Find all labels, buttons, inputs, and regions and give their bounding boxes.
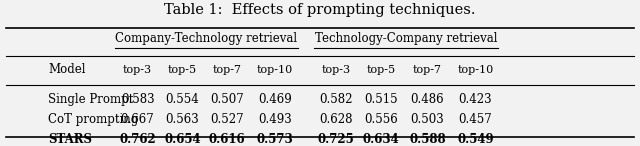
Text: CoT prompting: CoT prompting — [48, 113, 138, 126]
Text: 0.503: 0.503 — [411, 113, 444, 126]
Text: 0.527: 0.527 — [211, 113, 244, 126]
Text: 0.457: 0.457 — [459, 113, 492, 126]
Text: 0.556: 0.556 — [364, 113, 397, 126]
Text: 0.762: 0.762 — [119, 133, 156, 146]
Text: top-10: top-10 — [458, 65, 493, 75]
Text: 0.582: 0.582 — [319, 93, 353, 106]
Text: 0.563: 0.563 — [166, 113, 199, 126]
Text: 0.634: 0.634 — [362, 133, 399, 146]
Text: 0.654: 0.654 — [164, 133, 201, 146]
Text: 0.423: 0.423 — [459, 93, 492, 106]
Text: 0.469: 0.469 — [259, 93, 292, 106]
Text: 0.493: 0.493 — [259, 113, 292, 126]
Text: 0.573: 0.573 — [257, 133, 294, 146]
Text: 0.549: 0.549 — [457, 133, 494, 146]
Text: Company-Technology retrieval: Company-Technology retrieval — [115, 32, 298, 45]
Text: 0.628: 0.628 — [319, 113, 353, 126]
Text: 0.588: 0.588 — [409, 133, 446, 146]
Text: Single Prompt: Single Prompt — [48, 93, 133, 106]
Text: top-7: top-7 — [212, 65, 242, 75]
Text: STARS: STARS — [48, 133, 92, 146]
Text: top-3: top-3 — [321, 65, 351, 75]
Text: 0.515: 0.515 — [364, 93, 397, 106]
Text: 0.583: 0.583 — [121, 93, 154, 106]
Text: 0.667: 0.667 — [121, 113, 154, 126]
Text: 0.554: 0.554 — [166, 93, 199, 106]
Text: 0.507: 0.507 — [211, 93, 244, 106]
Text: top-7: top-7 — [413, 65, 442, 75]
Text: top-10: top-10 — [257, 65, 293, 75]
Text: Model: Model — [48, 63, 86, 76]
Text: top-3: top-3 — [123, 65, 152, 75]
Text: 0.486: 0.486 — [411, 93, 444, 106]
Text: top-5: top-5 — [168, 65, 197, 75]
Text: 0.616: 0.616 — [209, 133, 246, 146]
Text: Technology-Company retrieval: Technology-Company retrieval — [314, 32, 497, 45]
Text: Table 1:  Effects of prompting techniques.: Table 1: Effects of prompting techniques… — [164, 3, 476, 17]
Text: top-5: top-5 — [366, 65, 396, 75]
Text: 0.725: 0.725 — [317, 133, 355, 146]
